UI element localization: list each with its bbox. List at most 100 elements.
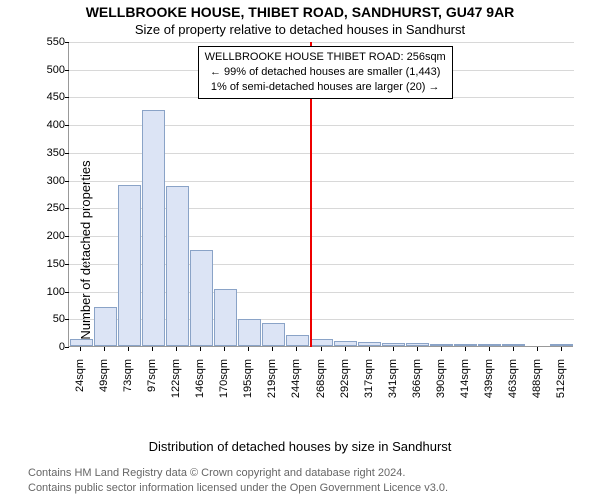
callout-line: 1% of semi-detached houses are larger (2… [205,80,446,95]
xtick-label: 292sqm [339,359,351,403]
xtick-label: 463sqm [507,359,519,403]
histogram-bar [430,344,453,346]
xtick-label: 488sqm [531,359,543,403]
xtick-label: 24sqm [74,359,86,403]
histogram-bar [478,344,501,346]
ytick-mark [65,347,69,348]
histogram-bar [334,341,357,346]
histogram-bar [502,344,525,346]
xtick-mark [441,347,442,351]
xtick-label: 122sqm [170,359,182,403]
histogram-bar [286,335,309,346]
xtick-mark [80,347,81,351]
reference-callout: WELLBROOKE HOUSE THIBET ROAD: 256sqm← 99… [198,46,453,99]
histogram-bar [358,342,381,346]
ytick-label: 250 [25,202,65,214]
ytick-mark [65,97,69,98]
xtick-mark [513,347,514,351]
xtick-label: 317sqm [363,359,375,403]
histogram-bar [118,185,141,346]
xtick-mark [248,347,249,351]
callout-line: ← 99% of detached houses are smaller (1,… [205,65,446,80]
histogram-bar [262,323,285,346]
histogram-bar [142,110,165,346]
ytick-label: 400 [25,119,65,131]
xtick-mark [465,347,466,351]
xtick-mark [369,347,370,351]
xtick-label: 341sqm [387,359,399,403]
histogram-bar [406,343,429,346]
xtick-mark [104,347,105,351]
credits-line-1: Contains HM Land Registry data © Crown c… [28,466,448,481]
ytick-mark [65,181,69,182]
xtick-label: 414sqm [459,359,471,403]
ytick-label: 350 [25,147,65,159]
xtick-mark [489,347,490,351]
figure-root: WELLBROOKE HOUSE, THIBET ROAD, SANDHURST… [0,0,600,500]
ytick-mark [65,319,69,320]
ytick-mark [65,125,69,126]
xtick-mark [152,347,153,351]
xtick-label: 366sqm [411,359,423,403]
histogram-bar [310,339,333,346]
ytick-label: 550 [25,36,65,48]
histogram-bar [166,186,189,346]
xtick-label: 146sqm [194,359,206,403]
ytick-label: 500 [25,64,65,76]
title-main: WELLBROOKE HOUSE, THIBET ROAD, SANDHURST… [0,4,600,20]
histogram-bar [454,344,477,346]
xtick-mark [561,347,562,351]
gridline [69,42,574,43]
xtick-mark [128,347,129,351]
credits-line-2: Contains public sector information licen… [28,481,448,496]
callout-line: WELLBROOKE HOUSE THIBET ROAD: 256sqm [205,50,446,65]
ytick-label: 0 [25,341,65,353]
xtick-label: 170sqm [218,359,230,403]
xtick-label: 268sqm [315,359,327,403]
ytick-mark [65,153,69,154]
ytick-mark [65,208,69,209]
xtick-label: 195sqm [242,359,254,403]
ytick-label: 50 [25,313,65,325]
xtick-mark [176,347,177,351]
histogram-bar [214,289,237,346]
chart-area: WELLBROOKE HOUSE THIBET ROAD: 256sqm← 99… [68,42,573,394]
xtick-mark [224,347,225,351]
ytick-mark [65,70,69,71]
ytick-mark [65,264,69,265]
histogram-bar [94,307,117,346]
xtick-label: 73sqm [122,359,134,403]
xtick-mark [296,347,297,351]
ytick-label: 300 [25,175,65,187]
histogram-bar [70,339,93,346]
ytick-label: 450 [25,91,65,103]
xtick-label: 49sqm [98,359,110,403]
histogram-bar [190,250,213,346]
xtick-mark [272,347,273,351]
xtick-mark [200,347,201,351]
plot-area: WELLBROOKE HOUSE THIBET ROAD: 256sqm← 99… [68,42,573,347]
ytick-mark [65,292,69,293]
histogram-bar [550,344,573,346]
ytick-mark [65,236,69,237]
xtick-label: 439sqm [483,359,495,403]
ytick-mark [65,42,69,43]
xtick-mark [537,347,538,351]
xtick-mark [393,347,394,351]
xtick-label: 219sqm [266,359,278,403]
xtick-mark [321,347,322,351]
xtick-mark [417,347,418,351]
credits: Contains HM Land Registry data © Crown c… [28,466,448,496]
histogram-bar [238,319,261,346]
ytick-label: 200 [25,230,65,242]
ytick-label: 150 [25,258,65,270]
xtick-label: 512sqm [555,359,567,403]
xtick-label: 390sqm [435,359,447,403]
histogram-bar [382,343,405,346]
title-sub: Size of property relative to detached ho… [0,22,600,37]
x-axis-label: Distribution of detached houses by size … [0,439,600,454]
ytick-label: 100 [25,286,65,298]
xtick-mark [345,347,346,351]
xtick-label: 244sqm [290,359,302,403]
xtick-label: 97sqm [146,359,158,403]
